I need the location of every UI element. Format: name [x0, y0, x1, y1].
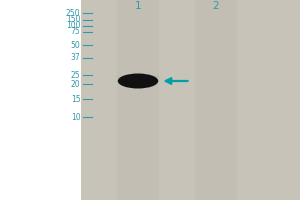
Text: 10: 10: [71, 112, 80, 121]
Text: 75: 75: [71, 27, 80, 36]
Ellipse shape: [116, 74, 160, 79]
Text: 20: 20: [71, 80, 80, 88]
Ellipse shape: [118, 73, 158, 88]
Text: 15: 15: [71, 95, 80, 104]
Text: 100: 100: [66, 21, 80, 30]
Bar: [81, 0, 300, 200]
Text: 1: 1: [135, 1, 141, 11]
Text: 25: 25: [71, 71, 80, 79]
Text: 37: 37: [71, 53, 80, 62]
Text: 2: 2: [213, 1, 219, 11]
Bar: [195, 0, 237, 200]
Bar: [117, 0, 159, 200]
Text: 250: 250: [66, 8, 80, 18]
Text: 50: 50: [71, 40, 80, 49]
Text: 150: 150: [66, 16, 80, 24]
